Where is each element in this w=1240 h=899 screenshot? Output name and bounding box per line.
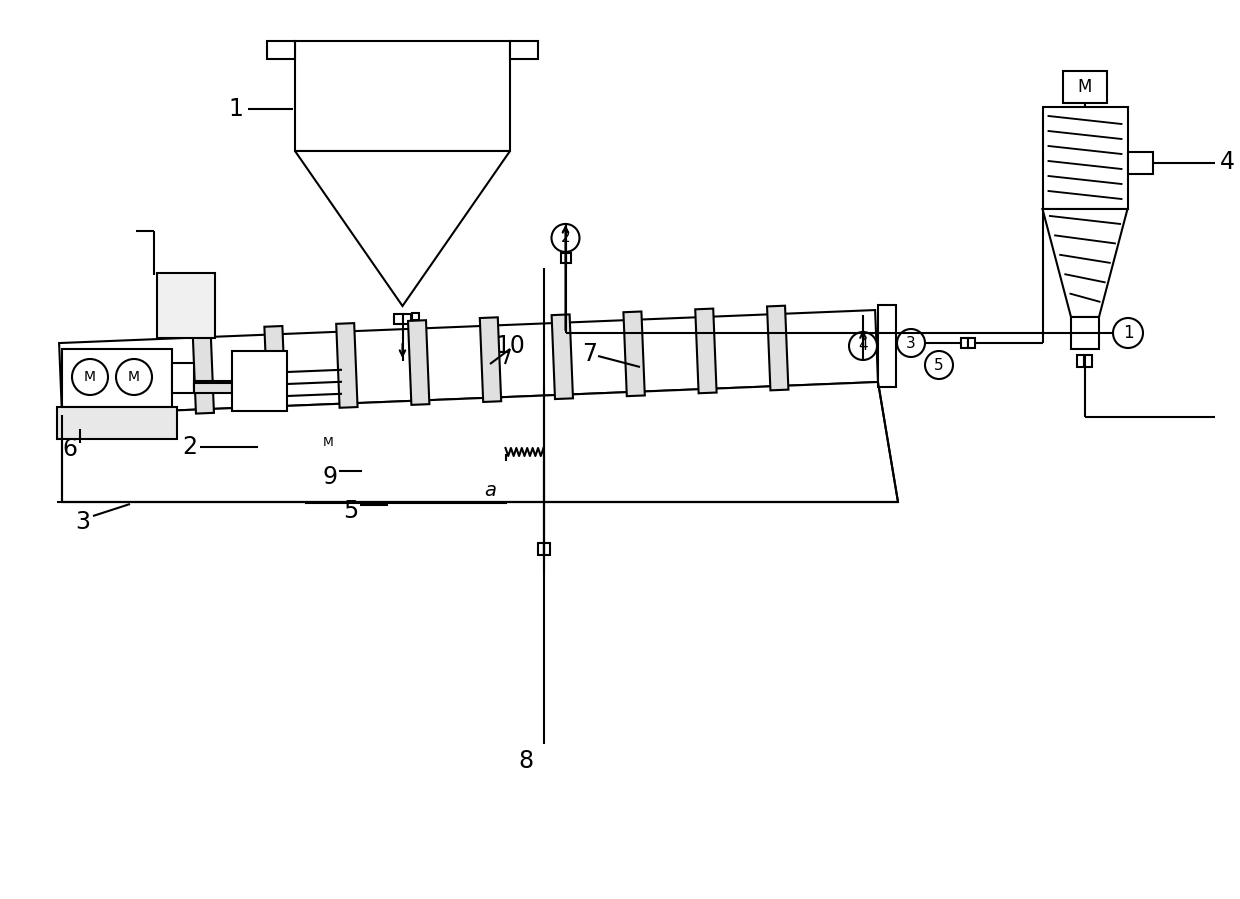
Bar [537,543,543,555]
Bar [403,314,410,324]
Bar [878,305,897,387]
Polygon shape [696,308,717,393]
Text: 7: 7 [582,342,596,366]
Text: 5: 5 [343,499,358,523]
Bar [961,338,968,348]
Text: 6: 6 [62,437,77,461]
Bar [1071,317,1099,349]
Text: 9: 9 [322,465,337,489]
Bar [193,383,232,393]
Circle shape [1114,318,1143,348]
Circle shape [117,359,153,395]
Text: M: M [324,435,334,449]
Bar [267,41,295,59]
Bar [156,273,215,338]
Circle shape [72,359,108,395]
Polygon shape [408,320,429,405]
Circle shape [849,332,877,360]
Polygon shape [62,382,898,502]
Bar [305,461,506,503]
Polygon shape [264,326,285,411]
Circle shape [925,351,954,379]
Polygon shape [351,461,434,493]
Text: M: M [1078,78,1092,96]
Bar [565,253,570,263]
Bar [309,423,348,461]
Bar [1078,355,1084,367]
Bar [232,351,286,411]
Text: a: a [484,482,496,501]
Bar [1043,107,1127,209]
Bar [1127,152,1152,174]
Text: M: M [84,370,95,384]
Text: 2: 2 [560,230,570,245]
Text: 5: 5 [934,358,944,372]
Bar [412,313,419,320]
Polygon shape [336,323,357,408]
Bar [62,349,172,407]
Polygon shape [295,151,510,306]
Bar [510,41,538,59]
Text: M: M [128,370,140,384]
Polygon shape [60,310,878,415]
Polygon shape [552,315,573,399]
Polygon shape [480,317,501,402]
Bar [193,381,232,387]
Bar [351,419,434,461]
Bar [1063,71,1107,103]
Text: 10: 10 [495,334,525,358]
Polygon shape [624,311,645,396]
Bar [1085,355,1092,367]
Bar [57,407,177,439]
Text: 3: 3 [906,335,916,351]
Bar [393,314,403,324]
Circle shape [315,429,341,455]
Polygon shape [768,306,789,390]
Text: 8: 8 [518,749,533,773]
Bar [560,253,565,263]
Bar [347,368,458,413]
Text: 3: 3 [74,510,91,534]
Polygon shape [192,329,215,414]
Polygon shape [347,413,458,451]
Text: 1: 1 [228,97,243,121]
Polygon shape [1043,209,1127,317]
Text: 4: 4 [858,339,868,353]
Circle shape [897,329,925,357]
Bar [968,338,975,348]
Text: 1: 1 [1122,324,1133,342]
Text: 4: 4 [1220,150,1235,174]
Bar [295,41,510,151]
Text: 2: 2 [182,435,197,459]
Bar [172,363,193,393]
Circle shape [552,224,579,252]
Bar [543,543,549,555]
